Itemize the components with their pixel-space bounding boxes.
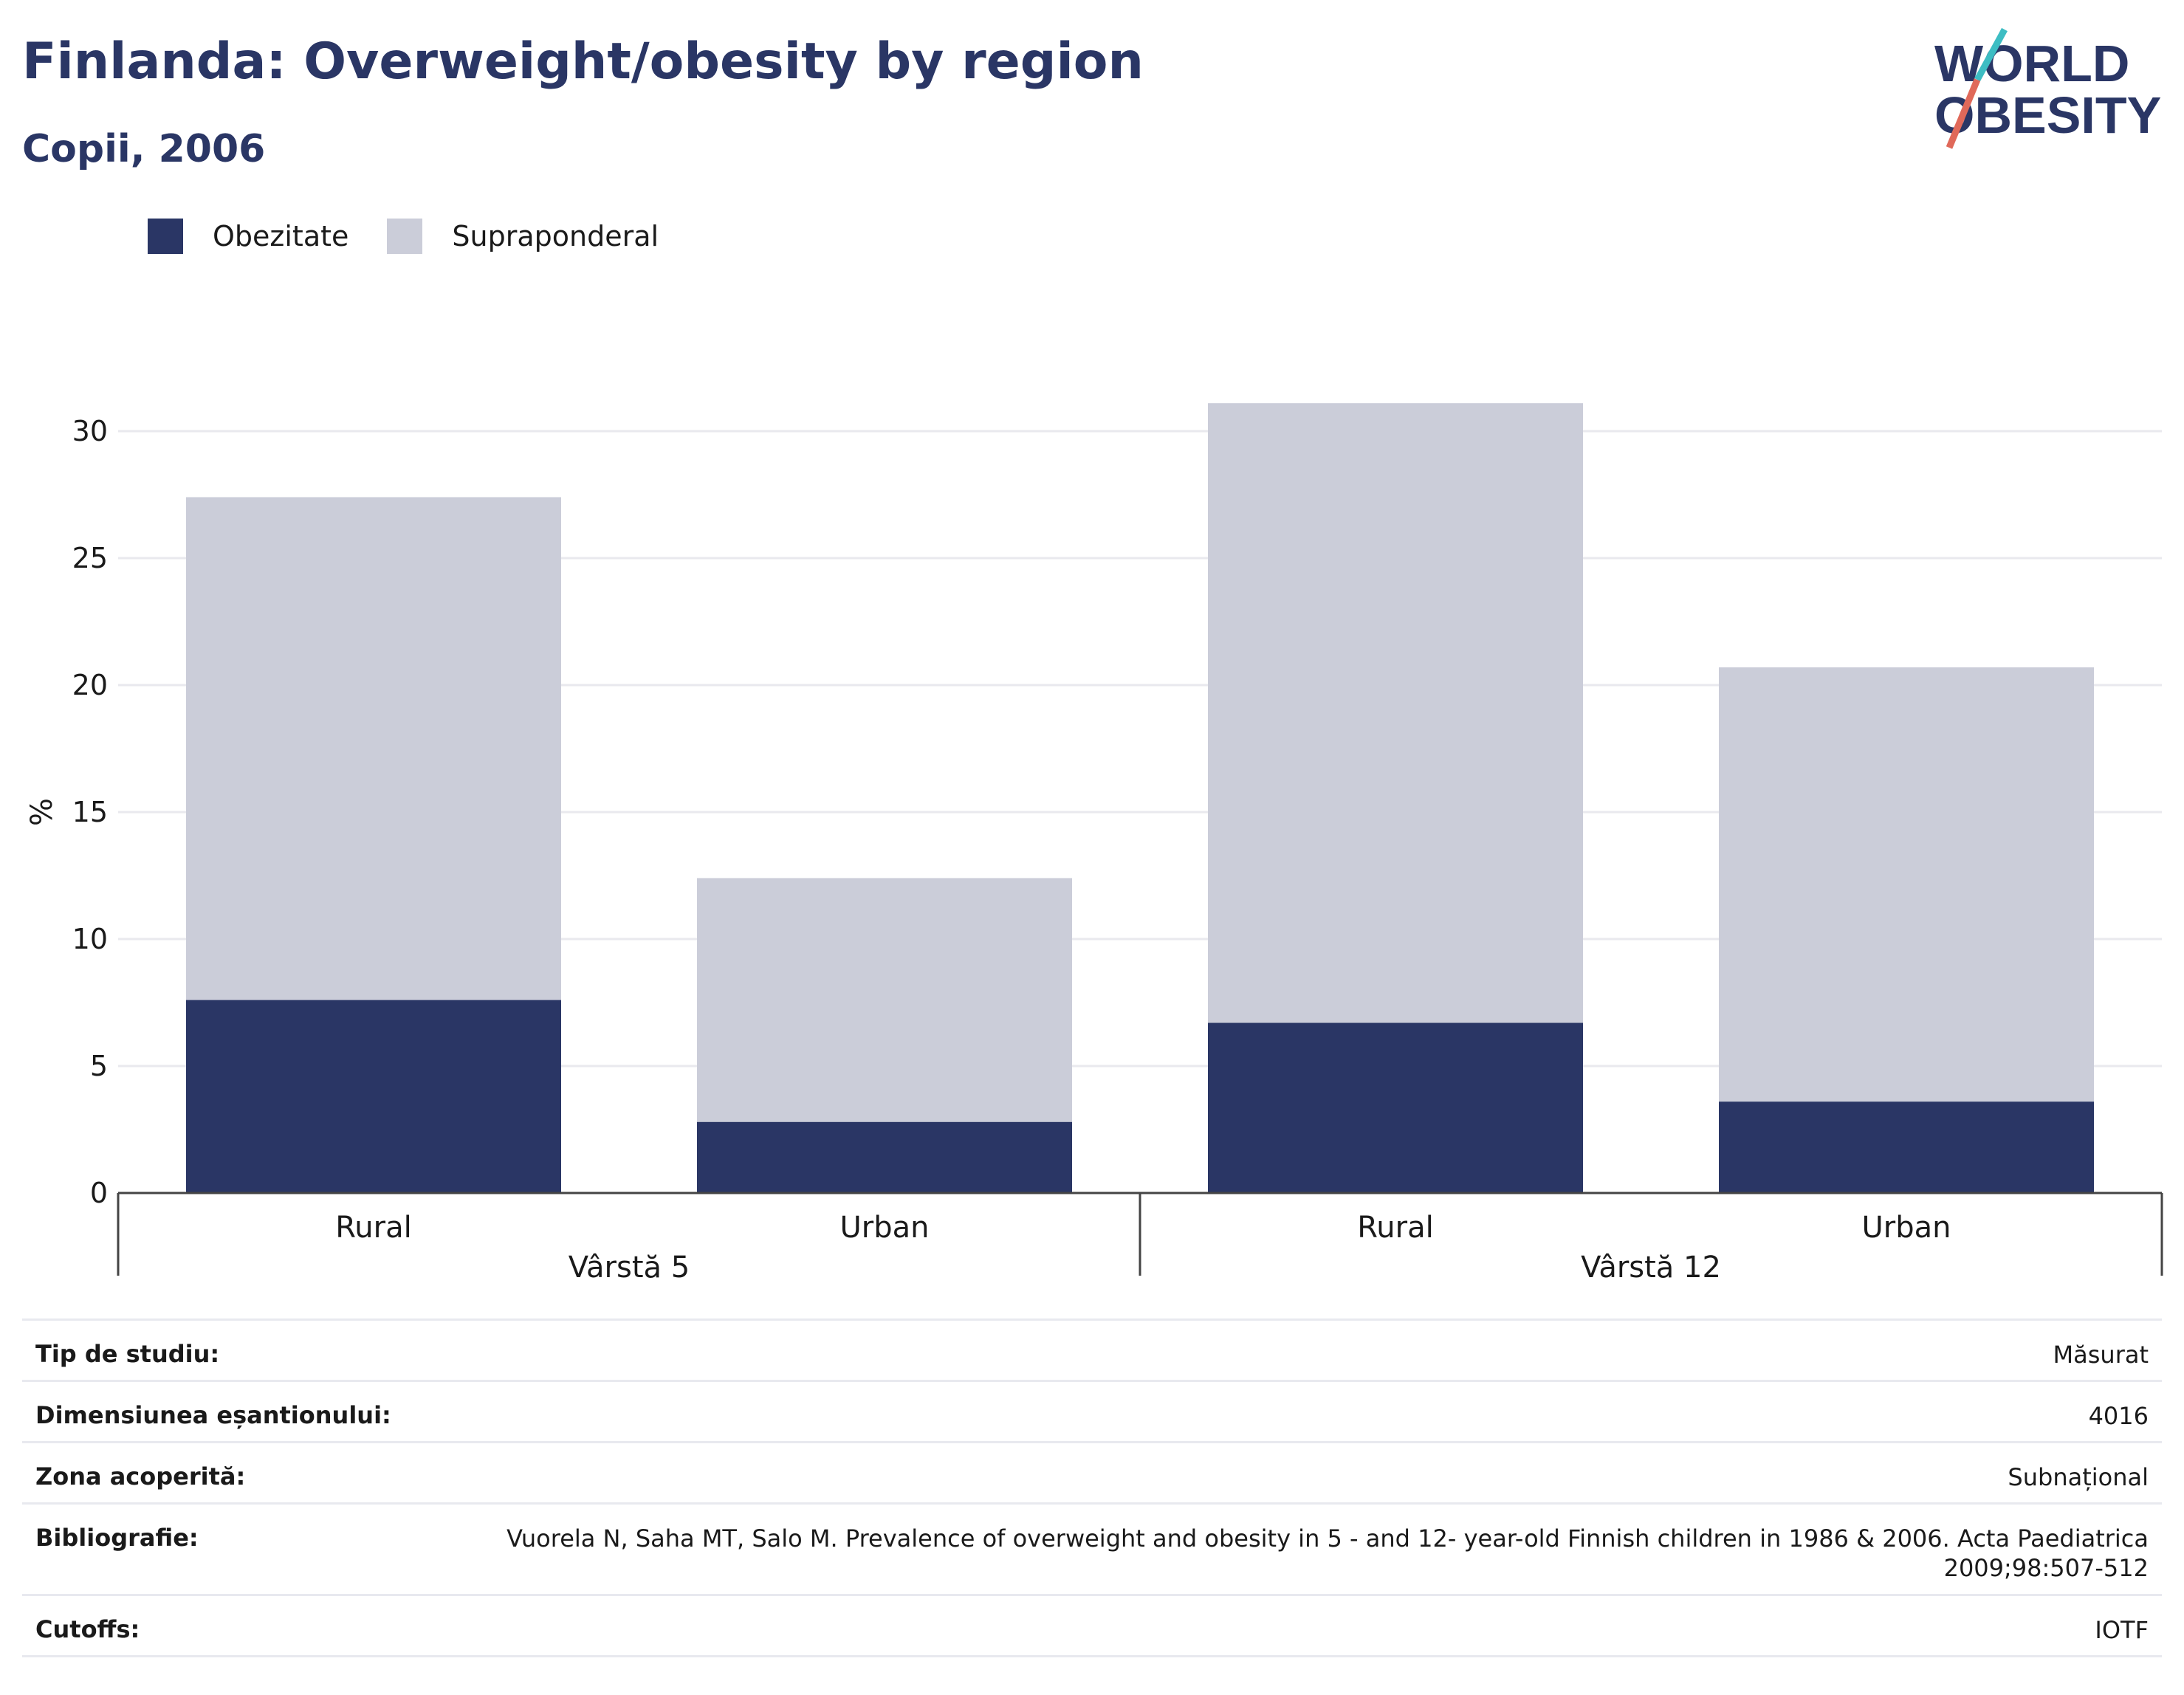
legend-swatch-obesity [148, 219, 183, 254]
bar-obesity [1719, 1101, 2094, 1193]
metadata-table: Tip de studiu: Măsurat Dimensiunea eșant… [22, 1318, 2162, 1657]
y-axis-label: % [25, 798, 59, 826]
legend-item-obesity[interactable]: Obezitate [148, 219, 348, 254]
bar-obesity [186, 1000, 561, 1193]
bar-overweight [697, 878, 1072, 1122]
y-tick-label: 25 [72, 542, 108, 574]
bar-overweight [1719, 667, 2094, 1102]
y-tick-label: 20 [72, 669, 108, 701]
meta-value: Vuorela N, Saha MT, Salo M. Prevalence o… [506, 1524, 2149, 1582]
chart-legend: Obezitate Supraponderal [148, 219, 697, 254]
meta-label: Zona acoperită: [35, 1462, 246, 1491]
legend-swatch-overweight [387, 219, 423, 254]
logo-slash-teal [1974, 27, 2008, 82]
chart-subtitle: Copii, 2006 [22, 127, 266, 171]
legend-label-overweight: Supraponderal [452, 220, 659, 252]
meta-row-bibliography: Bibliografie: Vuorela N, Saha MT, Salo M… [22, 1502, 2162, 1594]
bar-overweight [186, 497, 561, 1000]
meta-row-sample-size: Dimensiunea eșantionului: 4016 [22, 1380, 2162, 1441]
legend-label-obesity: Obezitate [213, 220, 349, 252]
meta-value: Măsurat [2053, 1341, 2149, 1369]
logo-text-world: WORLD [1934, 35, 2129, 92]
y-tick-label: 30 [72, 415, 108, 447]
world-obesity-logo: WORLD OBESITY [1934, 27, 2161, 149]
meta-bottom-border [22, 1655, 2162, 1657]
logo-slash-coral [1946, 78, 1981, 149]
x-group-label: Vârstă 5 [569, 1251, 690, 1285]
meta-value: 4016 [2088, 1402, 2149, 1430]
meta-label: Bibliografie: [35, 1524, 199, 1552]
meta-label: Dimensiunea eșantionului: [35, 1401, 391, 1429]
meta-row-coverage: Zona acoperită: Subnațional [22, 1441, 2162, 1502]
meta-row-cutoffs: Cutoffs: IOTF [22, 1594, 2162, 1655]
chart-title: Finlanda: Overweight/obesity by region [22, 32, 1144, 91]
y-tick-label: 0 [90, 1177, 108, 1209]
meta-value: Subnațional [2008, 1463, 2149, 1491]
legend-item-overweight[interactable]: Supraponderal [387, 219, 659, 254]
x-category-label: Rural [1357, 1211, 1433, 1245]
x-category-label: Rural [335, 1211, 411, 1245]
y-tick-label: 10 [72, 923, 108, 955]
bar-overweight [1208, 403, 1583, 1023]
meta-label: Cutoffs: [35, 1615, 140, 1643]
bar-obesity [697, 1121, 1072, 1193]
x-category-label: Urban [840, 1211, 930, 1245]
meta-label: Tip de studiu: [35, 1340, 220, 1368]
y-tick-label: 5 [90, 1050, 108, 1082]
meta-value: IOTF [2095, 1616, 2149, 1644]
x-group-label: Vârstă 12 [1581, 1251, 1721, 1285]
y-tick-label: 15 [72, 796, 108, 828]
bar-obesity [1208, 1022, 1583, 1193]
stacked-bar-chart: 0 5 10 15 20 25 30% Rural Urban Rural Urban Vârstă … [25, 403, 2163, 1285]
meta-row-study-type: Tip de studiu: Măsurat [22, 1318, 2162, 1380]
x-category-label: Urban [1862, 1211, 1951, 1245]
